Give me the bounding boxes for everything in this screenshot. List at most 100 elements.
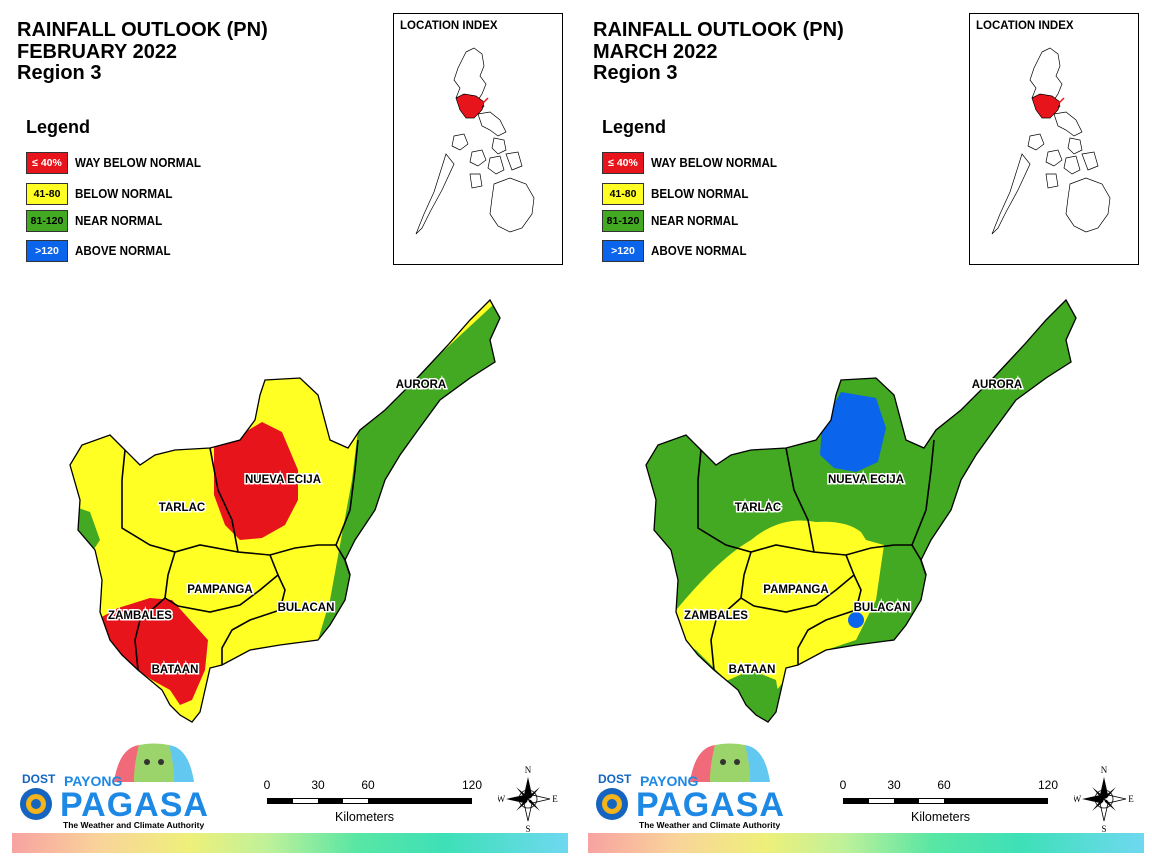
compass-e: E <box>552 794 558 804</box>
zone-northwest <box>646 300 1076 722</box>
compass-n: N <box>1101 765 1108 775</box>
compass-n: N <box>525 765 532 775</box>
province-label-tarlac: TARLAC <box>159 502 205 514</box>
umbrella-icon <box>690 743 770 782</box>
panel-february: RAINFALL OUTLOOK (PN) FEBRUARY 2022 Regi… <box>12 13 568 853</box>
legend-item-below: 41-80 BELOW NORMAL <box>602 183 756 205</box>
legend-label: ABOVE NORMAL <box>75 244 171 258</box>
title-line-1: RAINFALL OUTLOOK (PN) <box>17 19 268 41</box>
compass-e: E <box>1128 794 1134 804</box>
legend-item-above: >120 ABOVE NORMAL <box>26 240 178 262</box>
philippines-outline <box>415 47 535 235</box>
compass-rose: N S E W <box>1073 765 1135 834</box>
scale-tick: 60 <box>937 778 951 792</box>
map-title: RAINFALL OUTLOOK (PN) FEBRUARY 2022 Regi… <box>17 19 268 85</box>
tagline-text: The Weather and Climate Authority <box>63 820 205 830</box>
location-index-inset: LOCATION INDEX <box>393 13 563 265</box>
zone-nueva-ecija-center <box>214 422 298 540</box>
dost-text: DOST <box>22 772 56 786</box>
scale-tick: 60 <box>361 778 375 792</box>
legend-item-above: >120 ABOVE NORMAL <box>602 240 754 262</box>
color-gradient-footer <box>12 833 568 853</box>
legend-swatch: 41-80 <box>26 183 68 205</box>
panel-march: RAINFALL OUTLOOK (PN) MARCH 2022 Region … <box>576 0 1152 864</box>
compass-s: S <box>525 824 530 833</box>
province-label-aurora: AURORA <box>972 379 1022 391</box>
pagasa-logo: DOST PAYONG PAGASA The Weather and Clima… <box>590 740 784 832</box>
region3-highlight <box>455 93 485 119</box>
province-label-pampanga: PAMPANGA <box>187 584 252 596</box>
compass-w: W <box>498 794 506 804</box>
region3-highlight <box>1031 93 1061 119</box>
legend-label: NEAR NORMAL <box>651 214 739 228</box>
inset-title: LOCATION INDEX <box>400 20 498 32</box>
scale-tick: 30 <box>887 778 901 792</box>
legend-label: WAY BELOW NORMAL <box>651 156 777 170</box>
legend-item-way-below: ≤ 40% WAY BELOW NORMAL <box>602 152 786 174</box>
zone-nueva-ecija-north <box>820 392 886 472</box>
dost-seal-icon <box>596 788 628 820</box>
legend-heading: Legend <box>26 117 91 137</box>
pagasa-text: PAGASA <box>60 786 209 824</box>
legend-label: BELOW NORMAL <box>75 187 173 201</box>
scale-bar-graphic <box>267 798 472 804</box>
inset-title: LOCATION INDEX <box>976 20 1074 32</box>
scale-bar: 0 30 60 120 Kilometers <box>260 775 500 835</box>
pagasa-text: PAGASA <box>636 786 785 824</box>
north-arrow-icon: N S E W <box>497 765 559 834</box>
province-label-bulacan: BULACAN <box>278 602 335 614</box>
legend-swatch: ≤ 40% <box>26 152 68 174</box>
legend-label: WAY BELOW NORMAL <box>75 156 201 170</box>
legend-swatch: 41-80 <box>602 183 644 205</box>
scale-unit: Kilometers <box>335 810 395 824</box>
scale-tick: 30 <box>311 778 325 792</box>
dost-seal-icon <box>20 788 52 820</box>
legend-swatch: 81-120 <box>602 210 644 232</box>
payong-text: PAYONG <box>640 773 699 789</box>
province-boundaries <box>121 439 359 671</box>
province-boundaries <box>697 439 935 671</box>
scale-unit: Kilometers <box>911 810 971 824</box>
province-label-zambales: ZAMBALES <box>108 610 172 622</box>
title-line-1: RAINFALL OUTLOOK (PN) <box>593 19 844 41</box>
legend-item-way-below: ≤ 40% WAY BELOW NORMAL <box>26 152 210 174</box>
north-arrow-icon: N S E W <box>1073 765 1135 834</box>
province-label-bataan: BATAAN <box>152 664 199 676</box>
province-label-nueva-ecija: NUEVA ECIJA <box>245 474 321 486</box>
compass-w: W <box>1074 794 1082 804</box>
legend-item-near: 81-120 NEAR NORMAL <box>26 210 169 232</box>
scale-tick: 120 <box>461 778 483 792</box>
color-gradient-footer <box>588 833 1144 853</box>
province-label-nueva-ecija: NUEVA ECIJA <box>828 474 904 486</box>
province-label-zambales: ZAMBALES <box>684 610 748 622</box>
title-line-2: FEBRUARY 2022 <box>17 40 178 63</box>
zone-bulacan-spot <box>848 612 864 628</box>
compass-rose: N S E W <box>497 765 559 834</box>
legend-item-below: 41-80 BELOW NORMAL <box>26 183 180 205</box>
scale-bar-graphic <box>843 798 1048 804</box>
compass-s: S <box>1101 824 1106 833</box>
map-title: RAINFALL OUTLOOK (PN) MARCH 2022 Region … <box>593 19 844 85</box>
legend-swatch: ≤ 40% <box>602 152 644 174</box>
legend-label: NEAR NORMAL <box>75 214 163 228</box>
dost-text: DOST <box>598 772 632 786</box>
scale-bar: 0 30 60 120 Kilometers <box>836 775 1076 835</box>
legend-label: BELOW NORMAL <box>651 187 749 201</box>
rainfall-zones <box>646 300 1076 722</box>
province-label-pampanga: PAMPANGA <box>763 584 828 596</box>
location-index-inset: LOCATION INDEX <box>969 13 1139 265</box>
legend-swatch: 81-120 <box>26 210 68 232</box>
philippines-outline <box>991 47 1111 235</box>
legend-swatch: >120 <box>26 240 68 262</box>
rainfall-map: AURORA NUEVA ECIJA TARLAC PAMPANGA BULACAN ZA… <box>645 298 1077 723</box>
payong-text: PAYONG <box>64 773 123 789</box>
zone-zambales-bataan-south <box>100 598 208 705</box>
province-label-bulacan: BULACAN <box>854 602 911 614</box>
scale-tick: 0 <box>839 778 847 792</box>
province-label-bataan: BATAAN <box>729 664 776 676</box>
title-line-3: Region 3 <box>593 62 678 84</box>
legend-swatch: >120 <box>602 240 644 262</box>
legend-label: ABOVE NORMAL <box>651 244 747 258</box>
tagline-text: The Weather and Climate Authority <box>639 820 781 830</box>
rainfall-zones <box>70 300 500 722</box>
